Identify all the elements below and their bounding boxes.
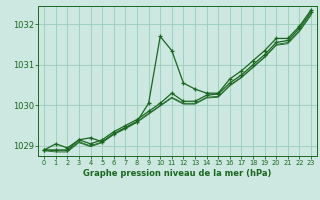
X-axis label: Graphe pression niveau de la mer (hPa): Graphe pression niveau de la mer (hPa) <box>84 169 272 178</box>
